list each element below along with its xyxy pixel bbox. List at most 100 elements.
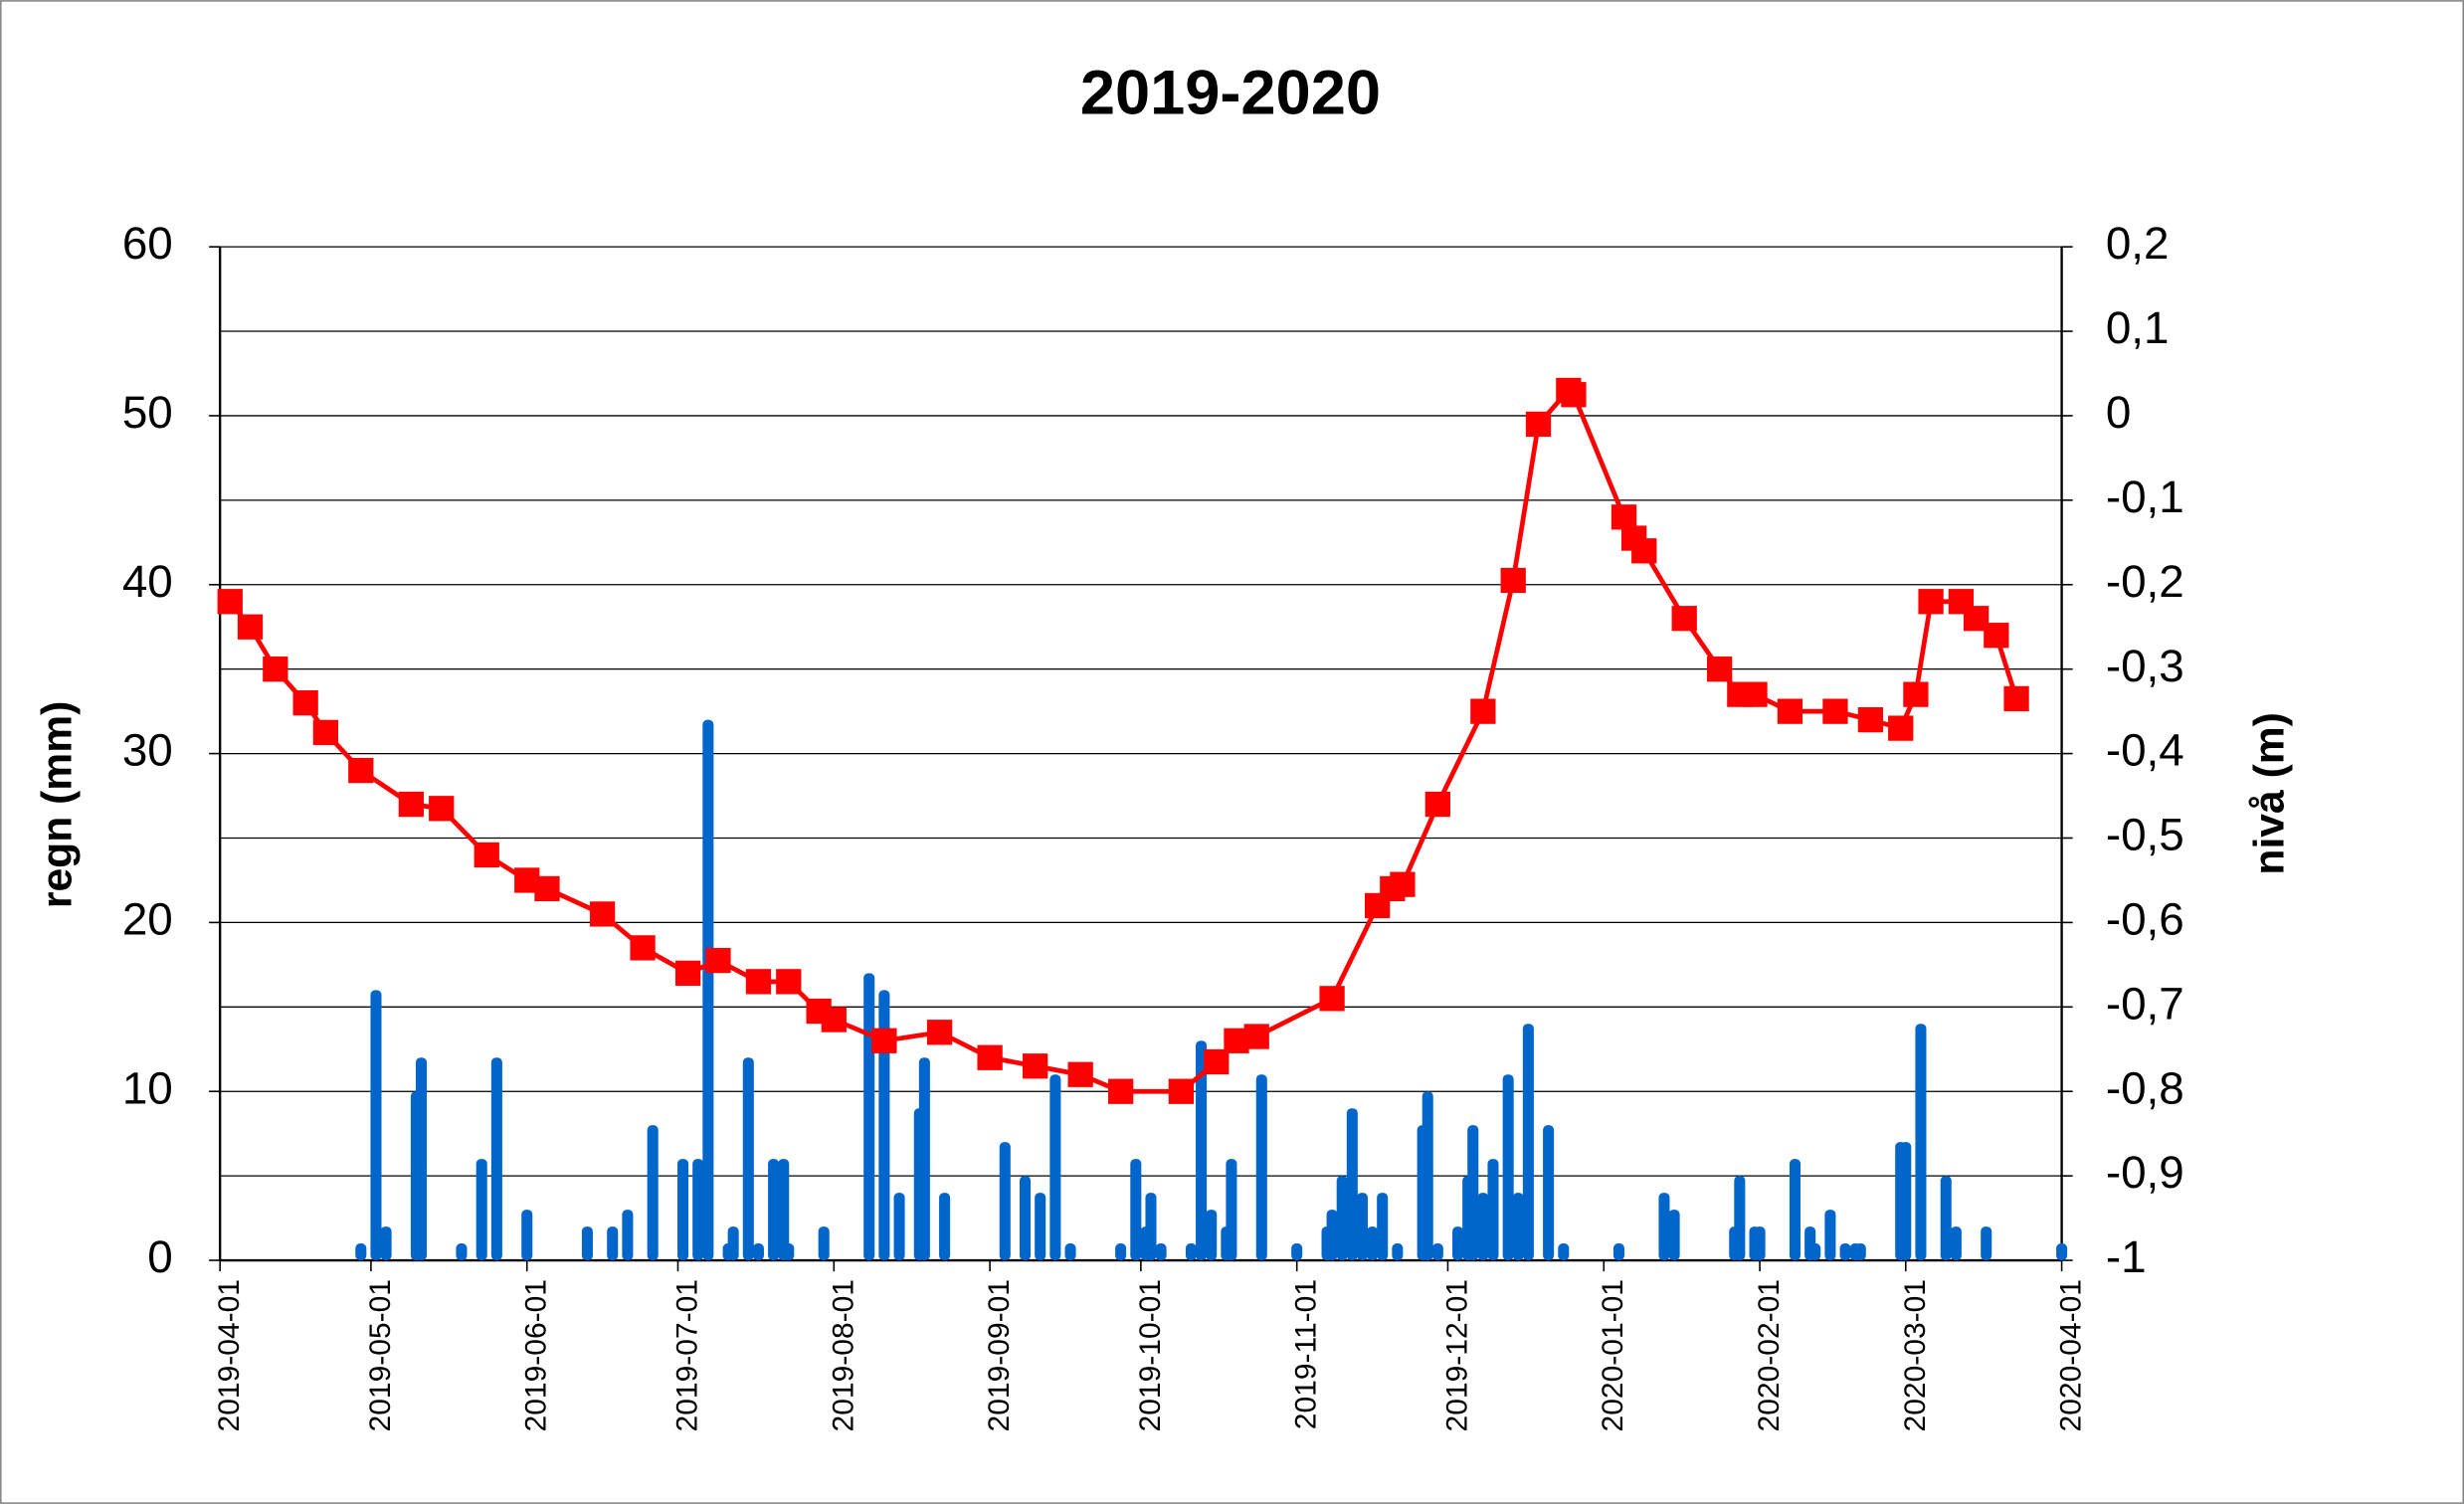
bar [783, 1243, 795, 1261]
bar [1346, 1108, 1358, 1261]
chart-title: 2019-2020 [1080, 59, 1381, 128]
level-marker [1888, 715, 1914, 741]
bar [1522, 1024, 1534, 1261]
bar [1422, 1091, 1433, 1261]
bar [1839, 1243, 1851, 1261]
x-tick-label: 2019-11-01 [1290, 1279, 1323, 1429]
y-tick-label: 0 [147, 1231, 172, 1282]
bar [1558, 1243, 1570, 1261]
bar [1206, 1210, 1218, 1261]
bar [1115, 1243, 1127, 1261]
bar [622, 1210, 634, 1261]
y2-tick-label: -0,6 [2106, 893, 2184, 944]
bar [1185, 1243, 1197, 1261]
level-marker [1631, 538, 1657, 564]
bar [702, 719, 714, 1261]
bar [768, 1159, 780, 1261]
bar [1035, 1193, 1046, 1261]
level-marker [1611, 504, 1637, 530]
y2-tick-label: -0,4 [2106, 725, 2184, 776]
level-marker [1918, 589, 1944, 615]
level-marker [2003, 685, 2029, 712]
level-marker [217, 589, 243, 615]
bar [1049, 1074, 1061, 1261]
y2-tick-label: -0,3 [2106, 641, 2184, 691]
level-marker [821, 1007, 847, 1033]
bar [1900, 1142, 1912, 1261]
x-tick-label: 2020-04-01 [2055, 1279, 2088, 1431]
y2-axis-label: nivå (m) [2246, 712, 2294, 874]
bar [742, 1057, 754, 1261]
bar [1064, 1243, 1076, 1261]
level-marker [1168, 1078, 1194, 1104]
y-tick-label: 30 [122, 725, 173, 776]
bar [355, 1243, 367, 1261]
bar [1226, 1159, 1237, 1261]
y2-tick-label: -0,9 [2106, 1147, 2184, 1198]
bar [1155, 1243, 1167, 1261]
y-tick-label: 40 [122, 556, 173, 607]
bar [490, 1057, 502, 1261]
level-marker [1424, 791, 1450, 818]
level-marker [589, 901, 616, 927]
bar [818, 1226, 830, 1261]
bar [415, 1057, 428, 1261]
x-tick-label: 2019-05-01 [364, 1279, 397, 1431]
level-marker [1390, 871, 1416, 897]
y2-tick-label: -0,8 [2106, 1062, 2184, 1113]
bar [1255, 1074, 1267, 1261]
level-marker [745, 969, 772, 995]
bar [1915, 1024, 1927, 1261]
bar [778, 1159, 790, 1261]
level-marker [1470, 698, 1496, 724]
bar [752, 1243, 764, 1261]
level-marker [977, 1044, 1003, 1070]
y2-tick-label: -0,1 [2106, 471, 2184, 522]
bar [918, 1057, 930, 1261]
bar [1377, 1193, 1389, 1261]
bar [1754, 1226, 1766, 1261]
bar [1950, 1226, 1962, 1261]
bar [581, 1226, 593, 1261]
bar [1196, 1040, 1208, 1261]
x-tick-label: 2019-08-01 [827, 1279, 859, 1431]
level-marker [1857, 706, 1884, 733]
level-marker [534, 875, 560, 902]
bar [456, 1243, 468, 1261]
bar [521, 1210, 533, 1261]
x-tick-label: 2020-02-01 [1753, 1279, 1786, 1431]
level-marker [1525, 411, 1552, 438]
bar [1981, 1226, 1992, 1261]
y-axis-label: regn (mm) [33, 701, 81, 908]
bar [1467, 1125, 1479, 1261]
x-tick-label: 2020-01-01 [1597, 1279, 1629, 1431]
bar [692, 1159, 704, 1261]
y2-tick-label: -1 [2106, 1231, 2147, 1282]
bar [1543, 1125, 1555, 1261]
bar [1431, 1243, 1443, 1261]
bar [727, 1226, 739, 1261]
x-tick-label: 2019-10-01 [1134, 1279, 1167, 1431]
y-tick-label: 50 [122, 387, 173, 438]
bar [1130, 1159, 1142, 1261]
bar [1512, 1193, 1524, 1261]
level-marker [312, 719, 339, 745]
level-marker [1319, 986, 1345, 1012]
bar [1854, 1243, 1866, 1261]
level-marker [292, 689, 318, 716]
level-marker [348, 757, 374, 784]
bar [1356, 1193, 1368, 1261]
x-tick-label: 2019-07-01 [670, 1279, 703, 1431]
bar [939, 1193, 951, 1261]
bar [999, 1142, 1011, 1261]
y2-tick-label: -0,2 [2106, 556, 2184, 607]
bar [1291, 1243, 1303, 1261]
level-marker [1777, 698, 1803, 724]
level-marker [1822, 698, 1848, 724]
y2-tick-label: -0,7 [2106, 978, 2184, 1029]
bar [2056, 1243, 2068, 1261]
level-marker [1903, 681, 1929, 707]
